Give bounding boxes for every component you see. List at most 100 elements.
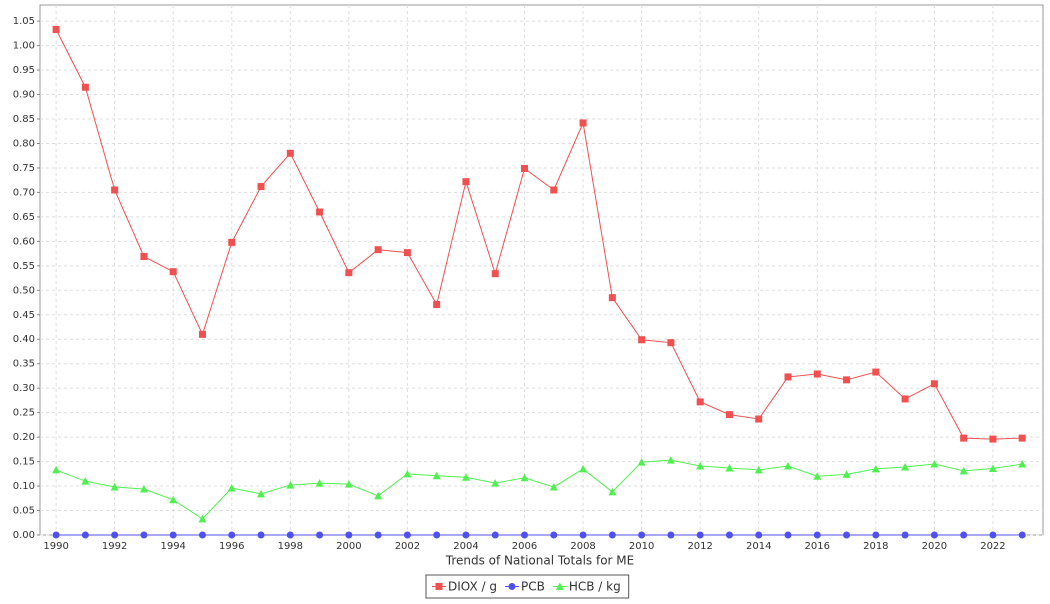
y-tick-label: 0.85	[13, 114, 35, 125]
y-tick-label: 0.05	[13, 506, 35, 517]
marker	[666, 456, 675, 464]
marker	[725, 463, 734, 472]
marker	[638, 336, 646, 344]
marker	[901, 531, 909, 539]
marker	[667, 531, 675, 539]
marker	[901, 462, 910, 471]
series-line	[55, 459, 1023, 520]
marker	[784, 373, 792, 381]
x-axis-title: Trends of National Totals for ME	[445, 554, 634, 568]
marker	[374, 246, 382, 254]
y-tick-label: 0.60	[13, 236, 35, 247]
y-tick-label: 1.00	[13, 41, 35, 52]
marker	[315, 479, 324, 487]
marker	[110, 483, 119, 491]
marker	[403, 249, 411, 257]
marker	[813, 370, 821, 378]
marker	[520, 473, 529, 482]
marker	[784, 461, 793, 470]
y-tick-label: 1.05	[13, 16, 35, 27]
x-tick-label: 2022	[980, 541, 1005, 552]
marker	[432, 471, 441, 480]
marker	[754, 465, 763, 474]
marker	[755, 531, 763, 539]
x-tick-label: 2016	[805, 541, 830, 552]
marker	[257, 489, 266, 498]
legend-label: DIOX / g	[448, 580, 497, 594]
marker	[345, 531, 353, 539]
marker	[139, 484, 148, 493]
y-tick-label: 0.90	[13, 90, 35, 101]
marker	[198, 330, 206, 338]
marker	[608, 487, 617, 496]
y-tick-label: 0.35	[13, 359, 35, 370]
series-line	[55, 29, 1023, 440]
marker	[638, 531, 646, 539]
marker	[930, 531, 938, 539]
marker	[286, 481, 295, 489]
marker	[169, 495, 178, 504]
marker	[374, 531, 382, 539]
x-tick-label: 2000	[336, 541, 361, 552]
x-tick-label: 2018	[863, 541, 888, 552]
y-tick-label: 0.70	[13, 187, 35, 198]
marker	[725, 531, 733, 539]
marker	[286, 149, 294, 157]
marker	[316, 531, 324, 539]
marker	[555, 582, 564, 590]
marker	[403, 469, 412, 478]
marker	[608, 294, 616, 302]
marker	[81, 83, 89, 91]
y-tick-label: 0.75	[13, 163, 35, 174]
marker	[988, 464, 997, 472]
x-tick-label: 1992	[102, 541, 127, 552]
marker	[316, 208, 324, 216]
marker	[872, 531, 880, 539]
marker	[435, 583, 443, 590]
marker	[550, 531, 558, 539]
marker	[930, 380, 938, 388]
marker	[344, 480, 353, 488]
plot-area	[39, 4, 1044, 536]
marker	[345, 269, 353, 277]
marker	[508, 583, 516, 590]
marker	[960, 434, 968, 442]
marker	[813, 531, 821, 539]
marker	[228, 238, 236, 246]
marker	[637, 458, 646, 466]
y-tick-label: 0.65	[13, 212, 35, 223]
marker	[842, 470, 851, 478]
marker	[111, 186, 119, 194]
marker	[403, 531, 411, 539]
x-tick-label: 1996	[219, 541, 244, 552]
marker	[784, 531, 792, 539]
marker	[579, 119, 587, 127]
marker	[989, 435, 997, 443]
marker	[521, 164, 529, 172]
marker	[228, 531, 236, 539]
y-tick-label: 0.95	[13, 65, 35, 76]
y-tick-label: 0.30	[13, 383, 35, 394]
x-tick-label: 1990	[43, 541, 68, 552]
marker	[491, 270, 499, 278]
marker	[755, 415, 763, 423]
marker	[696, 531, 704, 539]
y-tick-label: 0.50	[13, 285, 35, 296]
marker	[579, 531, 587, 539]
marker	[198, 514, 207, 523]
marker	[989, 531, 997, 539]
legend-label: PCB	[521, 580, 545, 594]
marker	[140, 531, 148, 539]
y-tick-label: 0.80	[13, 138, 35, 149]
marker	[433, 301, 441, 309]
marker	[52, 465, 61, 474]
marker	[169, 531, 177, 539]
marker	[960, 531, 968, 539]
marker	[433, 531, 441, 539]
x-tick-label: 2010	[629, 541, 654, 552]
x-tick-label: 2020	[922, 541, 947, 552]
x-tick-label: 2012	[687, 541, 712, 552]
marker	[608, 531, 616, 539]
marker	[257, 531, 265, 539]
